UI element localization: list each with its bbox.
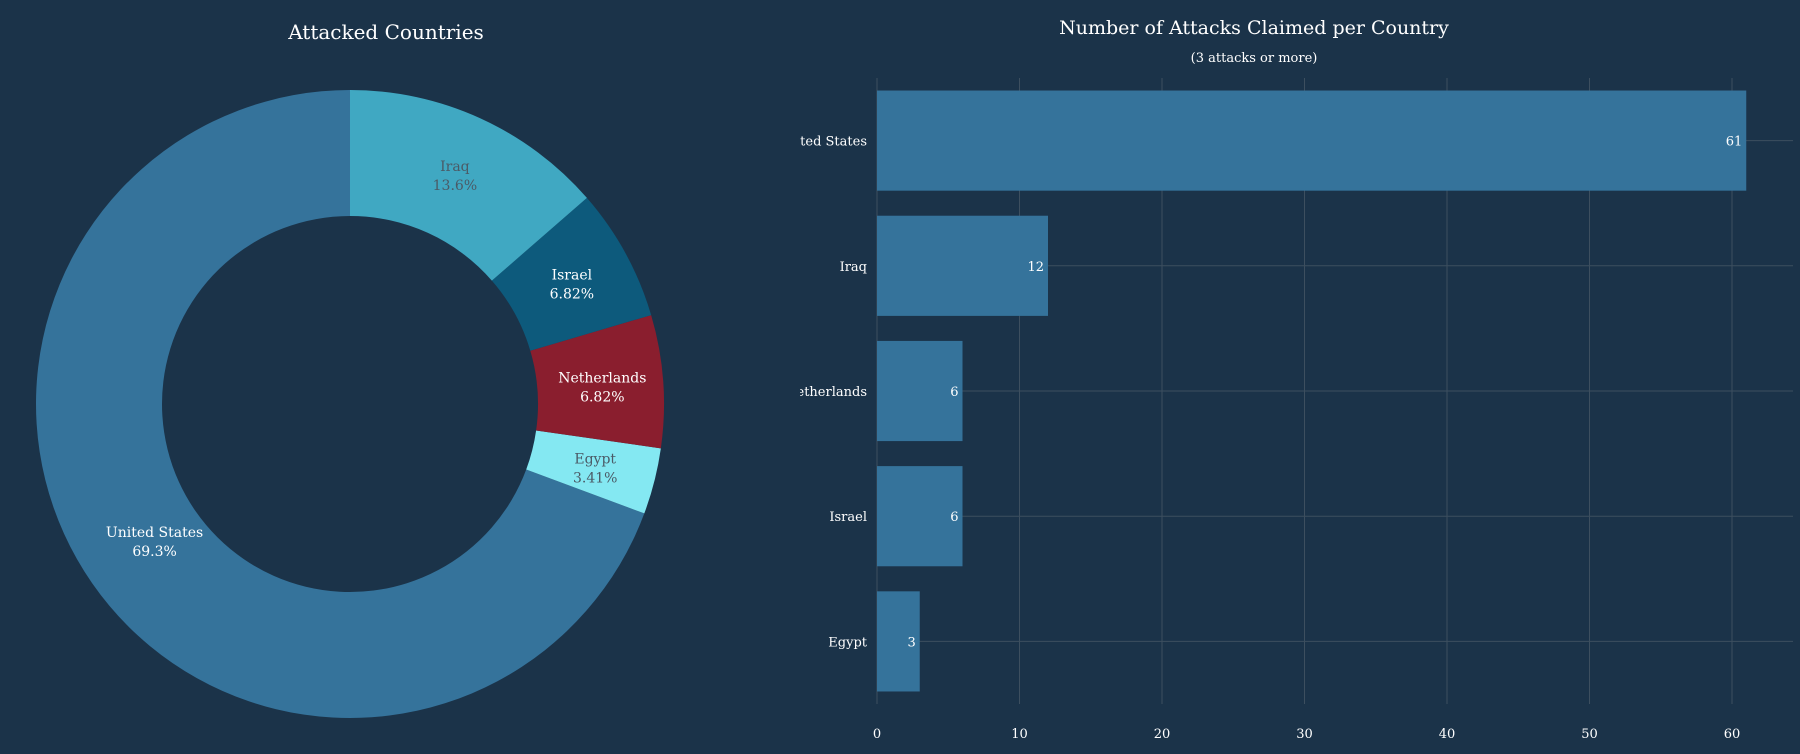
bar-netherlands[interactable] [877,340,963,442]
category-label: United States [800,135,867,150]
bar-chart-subtitle: (3 attacks or more) [1191,51,1318,66]
donut-slice-percent: 6.82% [580,390,624,406]
donut-slice-egypt[interactable] [526,430,661,514]
bar-value-label: 6 [950,385,958,400]
bar-iraq[interactable] [877,215,1048,316]
donut-chart: Attacked Countries United States 69.3% Egy… [36,20,664,718]
bar-egypt[interactable] [877,591,920,692]
category-label: Netherlands [800,385,867,400]
x-tick-label: 20 [1154,727,1171,742]
bar-chart-title: Number of Attacks Claimed per Country [1059,17,1449,39]
donut-slice-percent: 6.82% [550,286,594,302]
category-label: Israel [829,510,867,525]
donut-slice-label: Israel [552,267,593,283]
bar-value-label: 6 [950,510,958,525]
bar-israel[interactable] [877,466,963,567]
donut-slice-israel[interactable] [491,197,652,351]
x-tick-label: 60 [1724,727,1741,742]
donut-chart-title: Attacked Countries [287,20,484,44]
donut-slice-label: Egypt [574,451,616,467]
donut-slice-percent: 3.41% [573,470,617,486]
bar-value-label: 3 [907,635,915,650]
x-tick-label: 10 [1011,727,1028,742]
x-tick-label: 40 [1439,727,1456,742]
bar-chart: Number of Attacks Claimed per Country (3… [800,17,1793,742]
donut-slice-netherlands[interactable] [530,315,664,449]
donut-slice-percent: 13.6% [433,178,477,194]
donut-slice-label: Iraq [440,159,470,175]
donut-slice-united-states[interactable] [36,90,645,718]
category-label: Iraq [840,260,867,275]
x-tick-label: 30 [1296,727,1313,742]
donut-slice-iraq[interactable] [350,90,587,281]
bar-united-states[interactable] [877,90,1747,191]
donut-slice-label: Netherlands [558,371,646,387]
x-tick-label: 0 [873,727,881,742]
bar-value-label: 61 [1726,135,1743,150]
bar-value-label: 12 [1027,260,1044,275]
category-label: Egypt [828,635,867,650]
donut-slice-label: United States [106,525,203,541]
x-tick-label: 50 [1581,727,1598,742]
donut-slice-percent: 69.3% [132,544,176,560]
